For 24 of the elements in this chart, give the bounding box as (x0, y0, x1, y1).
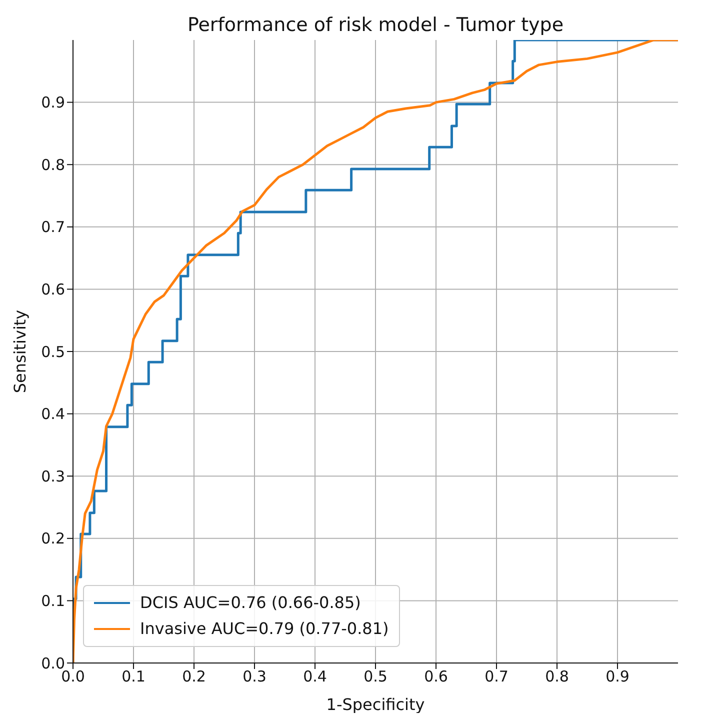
y-tick-label: 0.2 (41, 530, 65, 548)
x-tick-label: 0.6 (424, 668, 448, 686)
y-tick-label: 0.8 (41, 156, 65, 174)
y-tick-label: 0.7 (41, 218, 65, 236)
x-tick-label: 0.7 (484, 668, 508, 686)
x-tick-label: 0.2 (182, 668, 206, 686)
chart-title: Performance of risk model - Tumor type (186, 14, 565, 36)
y-axis-title: Sensitivity (10, 310, 30, 394)
x-tick-label: 0.5 (364, 668, 388, 686)
y-tick-label: 0.5 (41, 342, 65, 361)
y-tick-label: 0.4 (41, 405, 65, 424)
y-tick-label: 0.3 (41, 467, 65, 486)
x-tick-label: 0.4 (303, 668, 327, 686)
x-tick-label: 0.9 (606, 668, 630, 686)
y-tick-label: 0.6 (41, 280, 65, 299)
y-tick-label: 0.1 (41, 592, 65, 610)
x-tick-label: 0.3 (242, 668, 266, 686)
x-tick-label: 0.8 (545, 668, 569, 686)
legend-label: DCIS AUC=0.76 (0.66-0.85) (140, 592, 361, 614)
x-tick-label: 0.0 (61, 668, 85, 686)
x-tick-label: 0.1 (122, 668, 146, 686)
x-axis-title: 1-Specificity (326, 695, 425, 714)
legend-label: Invasive AUC=0.79 (0.77-0.81) (140, 618, 389, 640)
y-tick-label: 0.9 (41, 94, 65, 112)
